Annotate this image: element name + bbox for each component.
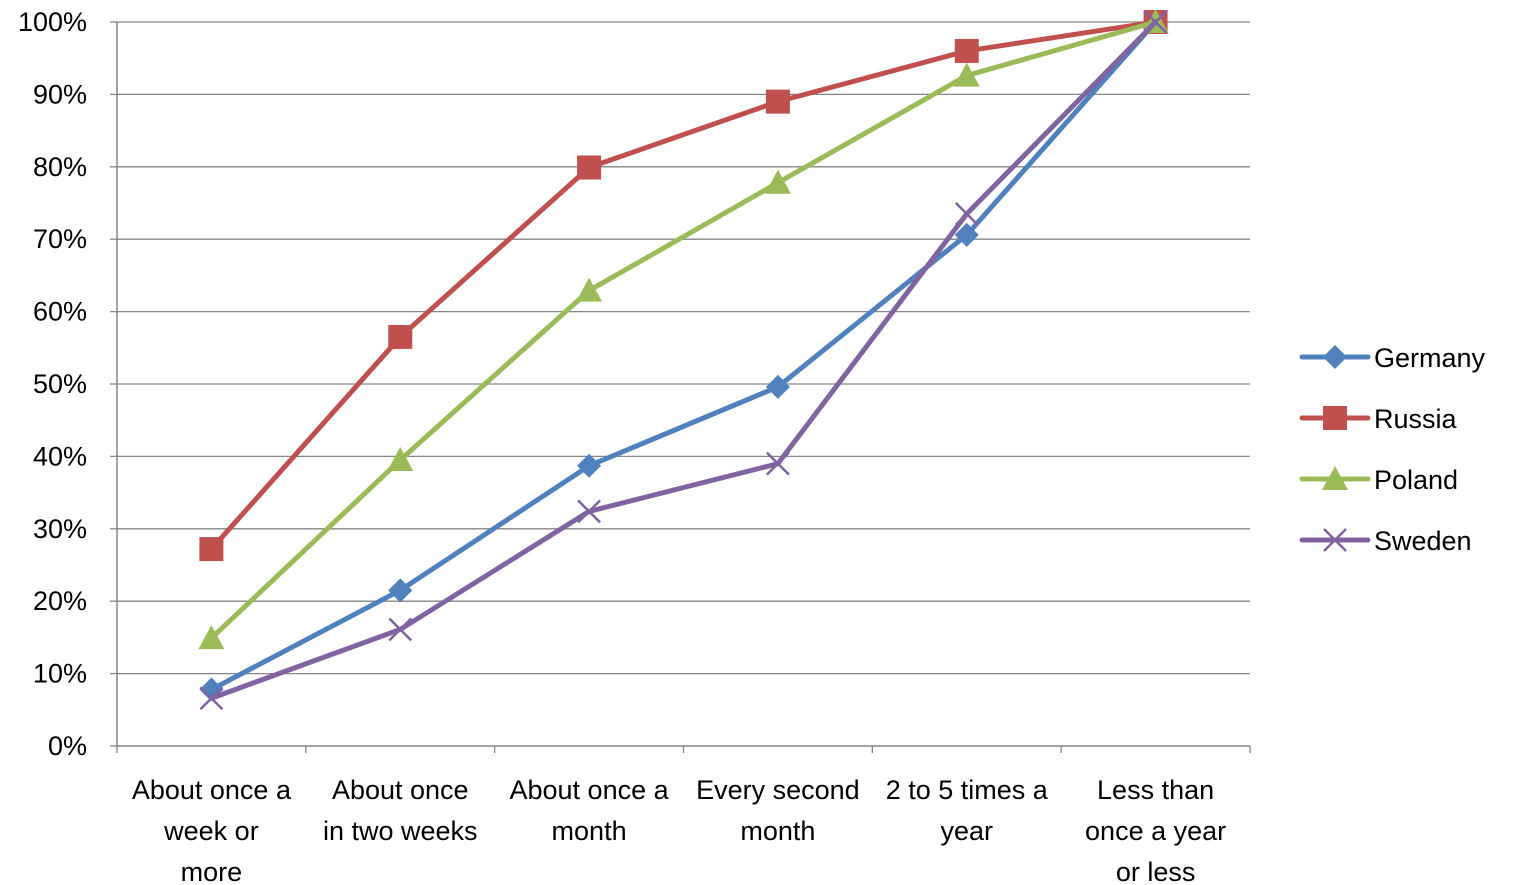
x-tick-label-line: About once a xyxy=(510,775,670,805)
data-point-poland xyxy=(764,169,791,194)
x-tick-label-line: About once xyxy=(332,775,469,805)
x-tick-label-line: or less xyxy=(1116,857,1196,885)
marker-stroke xyxy=(1323,528,1347,552)
y-tick-label: 100% xyxy=(18,7,87,37)
series-line-russia xyxy=(208,19,1159,552)
x-tick-label-line: Less than xyxy=(1097,775,1214,805)
series-russia xyxy=(199,10,1168,562)
series-sweden xyxy=(199,10,1168,711)
y-tick-label: 10% xyxy=(33,659,87,689)
marker-stroke xyxy=(1143,10,1168,34)
data-point-poland xyxy=(953,62,980,87)
data-point-sweden xyxy=(388,617,413,642)
data-point-poland xyxy=(198,625,225,650)
x-tick-label: Less than once a year or less xyxy=(1085,775,1226,885)
y-tick-label: 40% xyxy=(33,441,87,471)
data-point-germany xyxy=(388,578,413,603)
marker-stroke xyxy=(199,686,224,711)
legend-item-russia: Russia xyxy=(1299,404,1458,434)
data-point-sweden xyxy=(1143,10,1168,34)
data-point-poland xyxy=(576,277,603,302)
x-tick-label-line: year xyxy=(940,816,993,846)
y-tick-label: 20% xyxy=(33,586,87,616)
x-tick-label: About once in two weeks xyxy=(323,775,478,846)
marker-stroke xyxy=(577,499,601,524)
data-point-russia xyxy=(577,155,602,180)
x-tick-label: Every second month xyxy=(696,775,860,846)
data-point-germany xyxy=(954,222,979,247)
legend-marker-sweden xyxy=(1323,528,1347,552)
legend-item-sweden: Sweden xyxy=(1299,526,1472,556)
series-line-sweden xyxy=(208,19,1159,701)
marker-stroke xyxy=(954,201,979,226)
legend-marker-russia xyxy=(1323,406,1347,430)
x-tick-label: About once a week or more xyxy=(132,775,292,885)
y-tick-label: 0% xyxy=(48,731,87,761)
y-tick-label: 70% xyxy=(33,224,87,254)
data-point-germany xyxy=(577,453,602,478)
marker-stroke xyxy=(388,617,413,642)
x-tick-label-line: more xyxy=(181,857,243,885)
legend-label-sweden: Sweden xyxy=(1374,526,1472,556)
data-point-sweden xyxy=(577,499,601,524)
legend-label-poland: Poland xyxy=(1374,465,1458,495)
legend-marker-germany xyxy=(1323,345,1347,369)
x-tick-label-line: in two weeks xyxy=(323,816,478,846)
series-lines xyxy=(198,9,1169,711)
legend-label-russia: Russia xyxy=(1374,404,1458,434)
series-germany xyxy=(199,10,1168,702)
series-line-poland xyxy=(208,19,1159,641)
data-point-russia xyxy=(388,324,413,349)
series-poland xyxy=(198,9,1169,650)
axes xyxy=(110,21,1251,753)
data-point-germany xyxy=(765,374,790,399)
data-point-russia xyxy=(199,537,224,562)
x-tick-label: 2 to 5 times a year xyxy=(886,775,1049,846)
marker-stroke xyxy=(766,451,790,476)
gridlines xyxy=(117,21,1250,675)
y-tick-label: 80% xyxy=(33,152,87,182)
data-point-sweden xyxy=(199,686,224,711)
data-point-sweden xyxy=(766,451,790,476)
y-tick-label: 30% xyxy=(33,514,87,544)
x-tick-label-line: once a year xyxy=(1085,816,1226,846)
data-point-poland xyxy=(387,447,414,472)
series-line-germany xyxy=(208,19,1159,693)
data-point-russia xyxy=(954,38,979,63)
x-tick-label: About once a month xyxy=(510,775,670,846)
x-tick-label-line: month xyxy=(552,816,627,846)
x-tick-label-line: week or xyxy=(163,816,259,846)
y-tick-label: 60% xyxy=(33,297,87,327)
legend-marker-poland xyxy=(1322,466,1348,490)
legend-item-germany: Germany xyxy=(1299,343,1486,373)
legend-label-germany: Germany xyxy=(1374,343,1486,373)
x-tick-label-line: 2 to 5 times a xyxy=(886,775,1049,805)
x-tick-label-line: Every second xyxy=(696,775,860,805)
legend: Germany Russia Poland Sweden xyxy=(1299,343,1486,556)
y-tick-label: 50% xyxy=(33,369,87,399)
data-point-russia xyxy=(765,89,790,114)
legend-item-poland: Poland xyxy=(1299,465,1458,495)
data-point-sweden xyxy=(954,201,979,226)
x-axis-tick-labels: About once a week or more About once in two … xyxy=(132,775,1226,885)
y-axis-tick-labels: 0% 10% 20% 30% 40% 50% 60% 70% 80% 90% 100% xyxy=(18,7,87,761)
y-tick-label: 90% xyxy=(33,79,87,109)
x-tick-label-line: month xyxy=(740,816,815,846)
x-tick-label-line: About once a xyxy=(132,775,292,805)
